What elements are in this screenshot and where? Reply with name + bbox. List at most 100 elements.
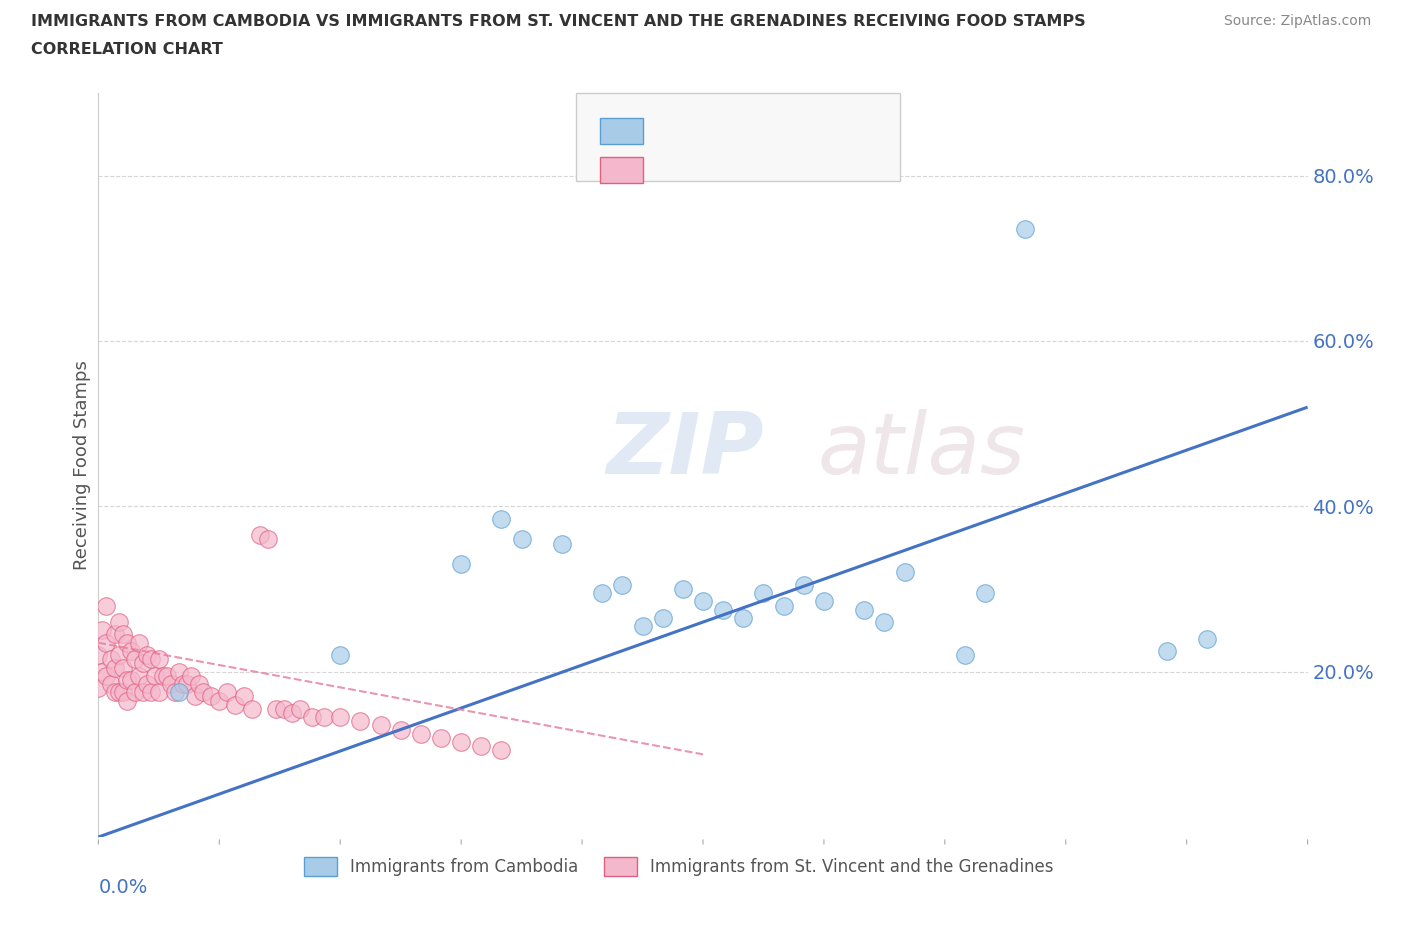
Point [200,689,222,704]
Point [107,615,129,630]
Point [172,677,194,692]
Point [180,669,202,684]
Text: R = -0.199   N = 70: R = -0.199 N = 70 [654,146,845,164]
Point [111,684,134,699]
Point [128,669,150,684]
Point [389,722,412,737]
Point [692,594,714,609]
Point [111,660,134,675]
Point [167,684,190,699]
Point [249,528,271,543]
Point [1156,644,1178,658]
Point [128,635,150,650]
Point [96,635,118,650]
Point [256,532,278,547]
Point [143,669,166,684]
Point [103,627,125,642]
Point [100,652,122,667]
Text: IMMIGRANTS FROM CAMBODIA VS IMMIGRANTS FROM ST. VINCENT AND THE GRENADINES RECEI: IMMIGRANTS FROM CAMBODIA VS IMMIGRANTS F… [31,14,1085,29]
Point [752,586,775,601]
Text: 0.0%: 0.0% [98,878,148,897]
Point [103,660,125,675]
Point [450,735,472,750]
Point [87,647,110,662]
Legend: Immigrants from Cambodia, Immigrants from St. Vincent and the Grenadines: Immigrants from Cambodia, Immigrants fro… [295,849,1062,884]
Point [1014,222,1036,237]
Point [793,578,815,592]
Point [107,647,129,662]
Point [111,627,134,642]
Point [430,730,453,745]
Point [120,644,142,658]
Point [470,738,492,753]
Point [873,615,896,630]
Point [591,586,613,601]
Point [672,581,695,596]
Point [176,677,198,692]
Point [711,603,734,618]
Point [217,684,239,699]
Point [651,610,673,625]
Point [160,677,183,692]
Point [813,594,835,609]
Point [853,603,876,618]
Point [329,710,352,724]
Point [491,512,513,526]
Point [273,701,295,716]
Point [349,714,371,729]
Point [100,677,122,692]
Point [91,623,114,638]
Point [733,610,755,625]
Point [124,684,146,699]
Point [264,701,287,716]
Point [631,618,654,633]
Point [281,706,304,721]
Point [188,677,211,692]
Point [193,684,215,699]
Point [288,701,311,716]
Point [124,652,146,667]
Point [87,681,110,696]
Point [329,647,352,662]
Point [135,647,157,662]
Point [132,684,155,699]
Text: R =  0.587   N = 26: R = 0.587 N = 26 [654,107,845,125]
Point [491,743,513,758]
Point [240,701,263,716]
Point [450,557,472,572]
Point [510,532,533,547]
Point [167,664,190,679]
Y-axis label: Receiving Food Stamps: Receiving Food Stamps [73,360,91,570]
Point [314,710,336,724]
Text: atlas: atlas [818,408,1026,492]
Point [139,684,162,699]
Point [893,565,915,580]
Point [409,726,432,741]
Point [301,710,323,724]
Point [120,672,142,687]
Point [156,669,179,684]
Point [772,598,794,613]
Point [152,669,174,684]
Point [953,647,976,662]
Point [103,684,125,699]
Point [115,635,138,650]
Point [224,698,246,712]
Point [96,669,118,684]
Point [91,664,114,679]
Point [208,693,231,708]
Point [163,684,186,699]
Point [96,598,118,613]
Point [551,536,574,551]
Point [370,718,392,733]
Point [107,684,129,699]
Text: Source: ZipAtlas.com: Source: ZipAtlas.com [1223,14,1371,28]
Point [1195,631,1218,646]
Point [974,586,997,601]
Text: CORRELATION CHART: CORRELATION CHART [31,42,222,57]
Point [139,652,162,667]
Point [132,656,155,671]
Point [148,684,170,699]
Point [148,652,170,667]
Point [135,677,157,692]
